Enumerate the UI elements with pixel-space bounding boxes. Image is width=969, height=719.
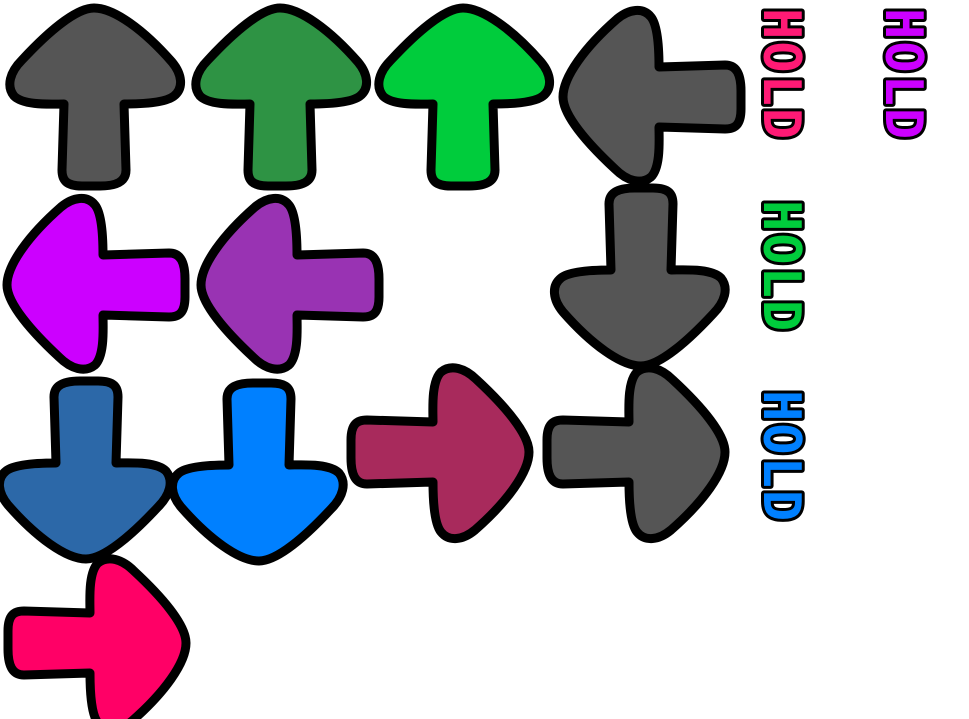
hold-label-green: HOLD xyxy=(751,200,811,333)
right-arrow-maroon xyxy=(346,363,534,543)
right-arrow-gray xyxy=(542,363,730,543)
right-arrow-pink xyxy=(3,554,191,719)
up-arrow-gray xyxy=(5,3,185,191)
up-arrow-green xyxy=(374,3,554,191)
hold-label-pink: HOLD xyxy=(751,8,811,141)
left-arrow-gray xyxy=(558,6,746,186)
left-arrow-magenta xyxy=(2,194,190,374)
hold-label-magenta: HOLD xyxy=(873,8,933,141)
down-arrow-blue xyxy=(168,378,348,566)
left-arrow-purple xyxy=(196,194,384,374)
up-arrow-darkgreen xyxy=(191,3,371,191)
down-arrow-gray xyxy=(550,183,730,371)
down-arrow-steelblue xyxy=(0,376,175,564)
hold-label-blue: HOLD xyxy=(751,390,811,523)
